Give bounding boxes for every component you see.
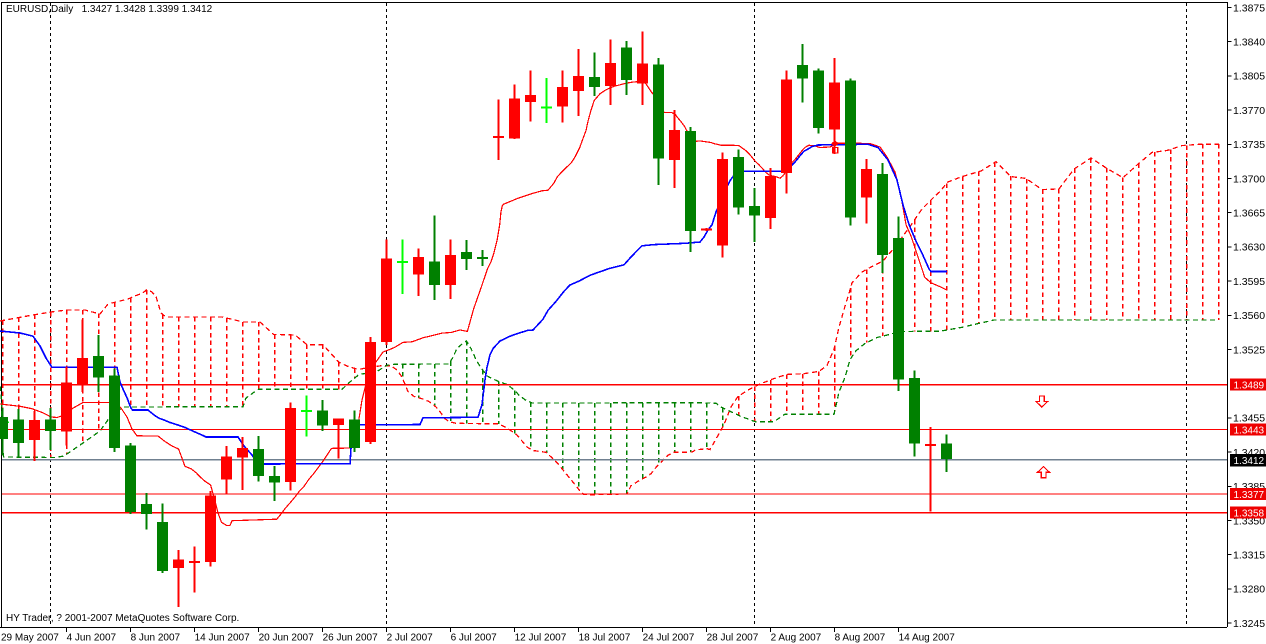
svg-text:8 Aug 2007: 8 Aug 2007	[835, 633, 886, 644]
svg-text:29 May 2007: 29 May 2007	[1, 633, 59, 644]
svg-text:1.3560: 1.3560	[1233, 310, 1265, 322]
svg-text:18 Jul 2007: 18 Jul 2007	[579, 633, 631, 644]
svg-text:26 Jun 2007: 26 Jun 2007	[323, 633, 378, 644]
svg-text:1.3700: 1.3700	[1233, 173, 1265, 185]
svg-text:14 Jun 2007: 14 Jun 2007	[195, 633, 250, 644]
svg-text:1.3377: 1.3377	[1234, 490, 1265, 501]
svg-text:1.3805: 1.3805	[1233, 71, 1265, 83]
svg-text:20 Jun 2007: 20 Jun 2007	[259, 633, 314, 644]
svg-text:1.3595: 1.3595	[1233, 276, 1265, 288]
svg-text:1.3735: 1.3735	[1233, 139, 1265, 151]
svg-text:1.3630: 1.3630	[1233, 242, 1265, 254]
svg-text:1.3315: 1.3315	[1233, 550, 1265, 562]
svg-text:2 Jul 2007: 2 Jul 2007	[387, 633, 434, 644]
svg-text:HY Trader, ? 2001-2007 MetaQuo: HY Trader, ? 2001-2007 MetaQuotes Softwa…	[6, 613, 239, 624]
svg-text:1.3443: 1.3443	[1234, 425, 1265, 436]
svg-text:6 Jul 2007: 6 Jul 2007	[451, 633, 498, 644]
svg-text:1.3665: 1.3665	[1233, 208, 1265, 220]
svg-text:1.3280: 1.3280	[1233, 584, 1265, 596]
svg-text:12 Jul 2007: 12 Jul 2007	[515, 633, 567, 644]
svg-text:EURUSD,Daily 1.3427 1.3428 1: EURUSD,Daily 1.3427 1.3428 1.3399 1.3412	[6, 4, 213, 15]
svg-text:1.3245: 1.3245	[1233, 618, 1265, 630]
svg-text:1.3770: 1.3770	[1233, 105, 1265, 117]
svg-text:1.3412: 1.3412	[1234, 456, 1265, 467]
svg-text:1.3489: 1.3489	[1234, 381, 1265, 392]
svg-text:1.3840: 1.3840	[1233, 37, 1265, 49]
svg-text:1.3358: 1.3358	[1234, 509, 1265, 520]
svg-text:1.3875: 1.3875	[1233, 2, 1265, 14]
svg-text:4 Jun 2007: 4 Jun 2007	[67, 633, 117, 644]
svg-text:14 Aug 2007: 14 Aug 2007	[899, 633, 956, 644]
svg-text:28 Jul 2007: 28 Jul 2007	[707, 633, 759, 644]
svg-text:2 Aug 2007: 2 Aug 2007	[771, 633, 822, 644]
svg-text:8 Jun 2007: 8 Jun 2007	[131, 633, 181, 644]
svg-text:1.3455: 1.3455	[1233, 413, 1265, 425]
svg-text:24 Jul 2007: 24 Jul 2007	[643, 633, 695, 644]
svg-text:1.3525: 1.3525	[1233, 344, 1265, 356]
